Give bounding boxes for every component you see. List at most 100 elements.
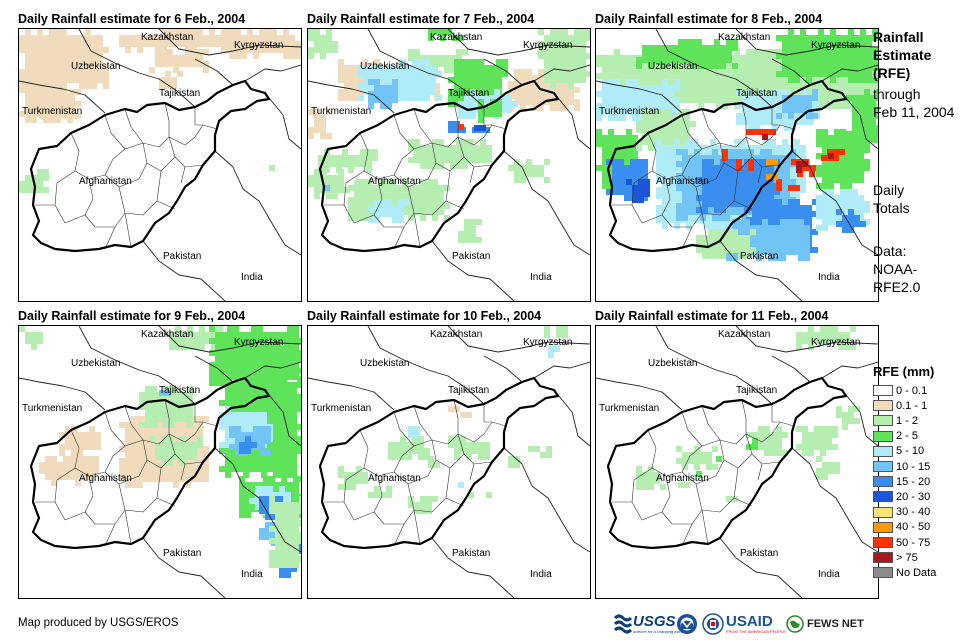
usaid-logo-text: USAID: [726, 614, 786, 629]
legend-swatch: [873, 552, 893, 564]
country-label-pakistan: Pakistan: [163, 548, 202, 559]
country-label-kyrgyzstan: Kyrgyzstan: [811, 337, 861, 348]
rainfall-layer: [19, 29, 301, 193]
side-daily: Daily: [873, 182, 905, 198]
country-label-kyrgyzstan: Kyrgyzstan: [811, 40, 861, 51]
legend-item: No Data: [873, 566, 936, 579]
country-label-uzbekistan: Uzbekistan: [648, 358, 698, 369]
map-graphic: [596, 326, 878, 598]
usgs-logo-text: USGS: [633, 613, 676, 630]
country-label-afghanistan: Afghanistan: [656, 176, 709, 187]
rainfall-map-4: Kazakhstan Kyrgyzstan Uzbekistan Tajikistan…: [18, 325, 302, 599]
legend-swatch: [873, 415, 893, 427]
country-label-uzbekistan: Uzbekistan: [648, 61, 698, 72]
country-label-kazakhstan: Kazakhstan: [430, 329, 483, 340]
country-label-turkmenistan: Turkmenistan: [22, 106, 83, 117]
rainfall-map-5: Kazakhstan Kyrgyzstan Uzbekistan Tajikistan…: [307, 325, 591, 599]
usaid-tagline: FROM THE AMERICAN PEOPLE: [726, 629, 786, 634]
country-label-afghanistan: Afghanistan: [368, 176, 421, 187]
rainfall-layer: [19, 326, 301, 578]
country-label-india: India: [818, 569, 840, 580]
legend-swatch: [873, 567, 893, 579]
rainfall-map-1: Kazakhstan Kyrgyzstan Uzbekistan Tajikistan…: [18, 28, 302, 302]
country-label-kazakhstan: Kazakhstan: [718, 329, 771, 340]
legend-label: > 75: [896, 551, 918, 564]
country-label-india: India: [241, 272, 263, 283]
side-data-label: Data:: [873, 243, 907, 259]
panel-title-6: Daily Rainfall estimate for 11 Feb., 200…: [595, 309, 829, 323]
province-boundaries: [35, 102, 218, 250]
legend-item: 30 - 40: [873, 506, 930, 519]
map-graphic: [19, 326, 301, 598]
legend-item: 10 - 15: [873, 460, 930, 473]
fewsnet-globe-icon: [786, 615, 804, 633]
country-label-india: India: [530, 569, 552, 580]
legend-swatch: [873, 445, 893, 457]
province-boundaries: [612, 399, 795, 547]
panel-title-3: Daily Rainfall estimate for 8 Feb., 2004: [595, 12, 823, 26]
map-graphic: [596, 29, 878, 301]
country-label-turkmenistan: Turkmenistan: [311, 106, 372, 117]
legend-swatch: [873, 385, 893, 396]
country-borders: [308, 326, 590, 598]
country-borders: [19, 29, 301, 301]
legend-swatch: [873, 506, 893, 518]
legend-swatch: [873, 430, 893, 442]
noaa-logo: [676, 610, 698, 638]
legend-item: 50 - 75: [873, 536, 930, 549]
country-label-turkmenistan: Turkmenistan: [599, 403, 660, 414]
legend-label: 40 - 50: [896, 521, 931, 534]
country-label-afghanistan: Afghanistan: [79, 473, 132, 484]
afghanistan-outline: [29, 376, 271, 550]
map-graphic: [308, 326, 590, 598]
panel-title-5: Daily Rainfall estimate for 10 Feb., 200…: [307, 309, 542, 323]
side-title-line2: Estimate: [873, 47, 932, 63]
country-label-india: India: [241, 569, 263, 580]
country-label-india: India: [818, 272, 840, 283]
rainfall-map-2: Kazakhstan Kyrgyzstan Uzbekistan Tajikistan…: [307, 28, 591, 302]
legend-label: 0 - 0.1: [896, 384, 928, 397]
rainfall-layer: [636, 326, 860, 502]
legend-item: 20 - 30: [873, 490, 930, 503]
country-label-tajikistan: Tajikistan: [448, 385, 490, 396]
side-title-line1: Rainfall: [873, 29, 924, 45]
country-label-afghanistan: Afghanistan: [79, 176, 132, 187]
country-label-tajikistan: Tajikistan: [159, 88, 201, 99]
country-label-afghanistan: Afghanistan: [656, 473, 709, 484]
legend-label: 5 - 10: [896, 445, 925, 458]
map-credit: Map produced by USGS/EROS: [18, 617, 179, 629]
legend-item: > 75: [873, 551, 918, 564]
noaa-seal-icon: [677, 614, 697, 634]
legend-item: 15 - 20: [873, 475, 930, 488]
usaid-text: USAID: [726, 613, 773, 630]
legend-label: 0.1 - 1: [896, 399, 928, 412]
usgs-wave-icon: [614, 614, 632, 634]
afghanistan-outline: [318, 376, 560, 550]
country-label-pakistan: Pakistan: [452, 548, 491, 559]
legend-item: 5 - 10: [873, 445, 924, 458]
legend-swatch: [873, 476, 893, 488]
afghanistan-outline: [29, 79, 271, 253]
legend-item: 40 - 50: [873, 521, 930, 534]
rainfall-map-3: Kazakhstan Kyrgyzstan Uzbekistan Tajikistan…: [595, 28, 879, 302]
country-label-kyrgyzstan: Kyrgyzstan: [234, 337, 284, 348]
panel-title-1: Daily Rainfall estimate for 6 Feb., 2004: [18, 12, 246, 26]
side-date: Feb 11, 2004: [873, 104, 955, 120]
country-label-afghanistan: Afghanistan: [368, 473, 421, 484]
country-label-kyrgyzstan: Kyrgyzstan: [523, 337, 573, 348]
legend-label: 30 - 40: [896, 506, 931, 519]
country-label-kazakhstan: Kazakhstan: [718, 32, 771, 43]
country-label-tajikistan: Tajikistan: [736, 88, 778, 99]
country-borders: [596, 326, 878, 598]
country-label-kyrgyzstan: Kyrgyzstan: [523, 40, 573, 51]
legend-item: 0 - 0.1: [873, 384, 927, 397]
afghanistan-outline: [606, 376, 848, 550]
map-graphic: [19, 29, 301, 301]
legend-item: 2 - 5: [873, 430, 918, 443]
afghanistan-outline: [318, 79, 560, 253]
rainfall-layer: [338, 326, 568, 514]
country-borders: [308, 29, 590, 301]
rainfall-layer: [596, 29, 878, 261]
country-label-turkmenistan: Turkmenistan: [311, 403, 372, 414]
legend-label: 10 - 15: [896, 460, 931, 473]
